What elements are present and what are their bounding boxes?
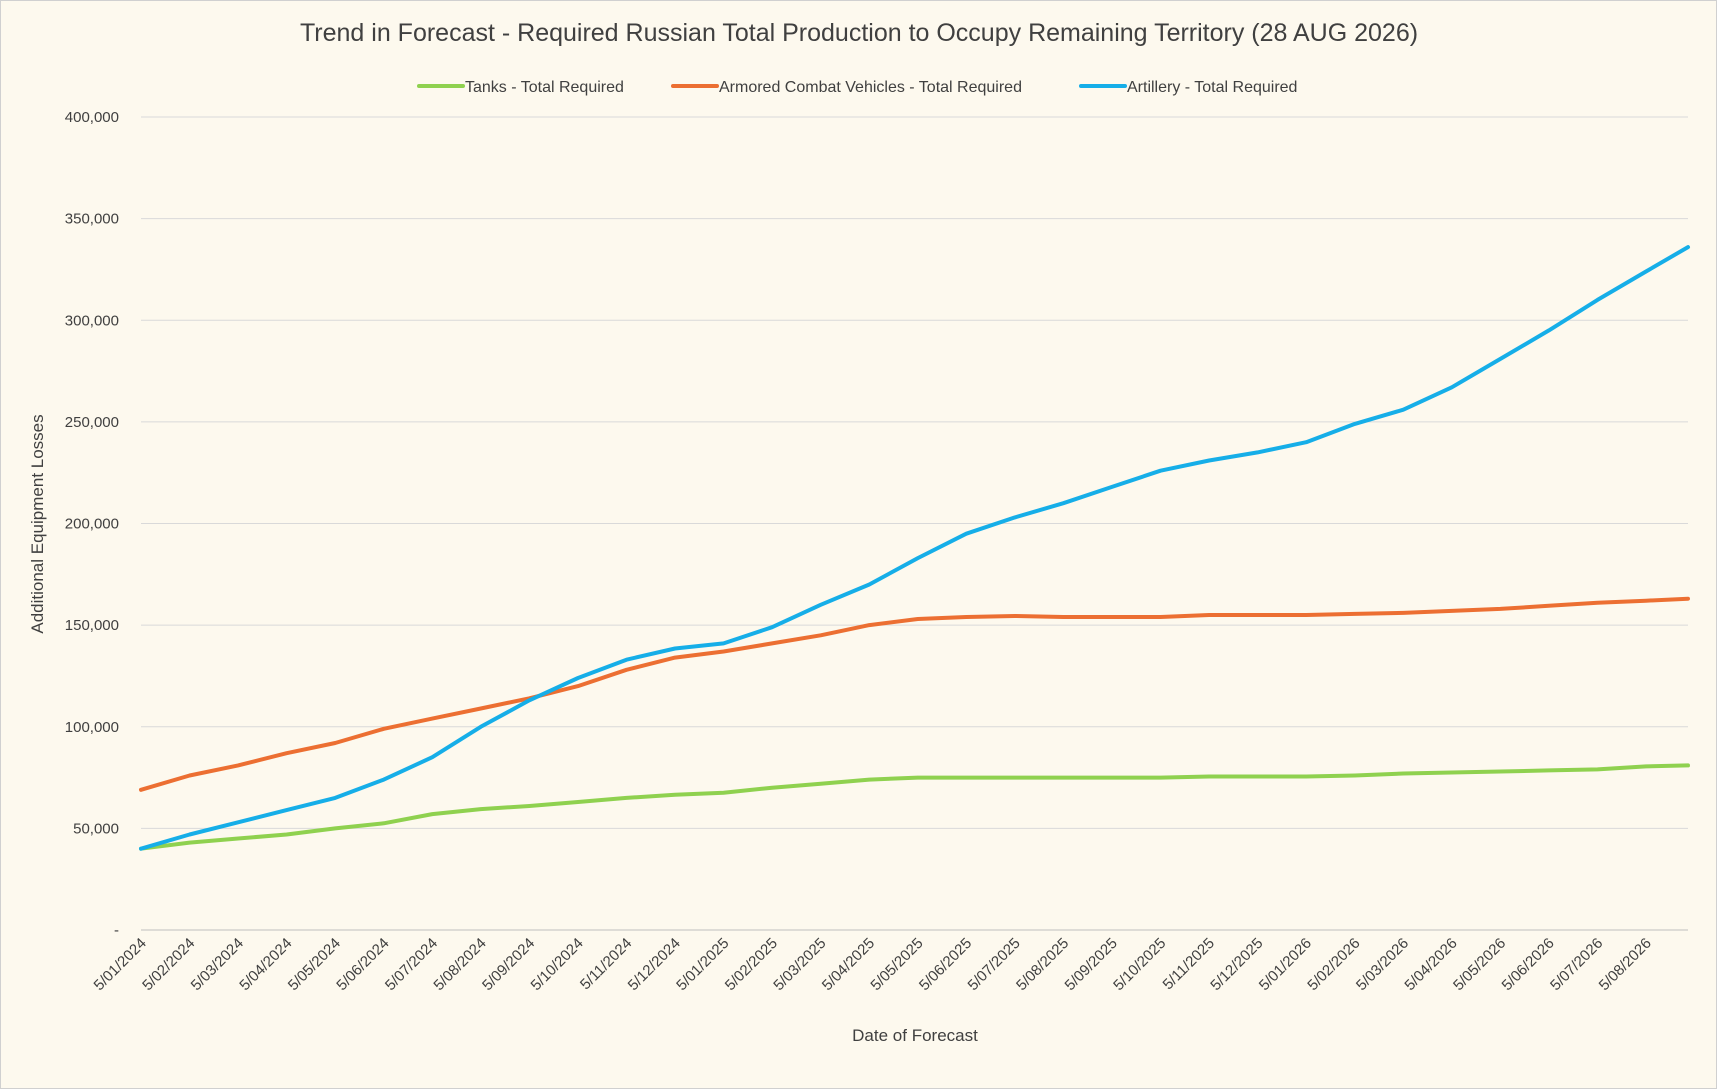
series-lines bbox=[141, 247, 1688, 849]
series-line-3 bbox=[141, 247, 1688, 849]
y-tick-label: 50,000 bbox=[73, 820, 119, 837]
series-line-1 bbox=[141, 765, 1688, 848]
legend: Tanks - Total Required Armored Combat Veh… bbox=[419, 79, 1297, 96]
y-tick-label: - bbox=[114, 922, 119, 939]
x-axis-label: Date of Forecast bbox=[852, 1026, 978, 1045]
y-tick-label: 250,000 bbox=[65, 414, 119, 431]
y-tick-label: 150,000 bbox=[65, 617, 119, 634]
y-tick-label: 350,000 bbox=[65, 211, 119, 228]
legend-label: Armored Combat Vehicles - Total Required bbox=[719, 79, 1022, 96]
chart-title: Trend in Forecast - Required Russian Tot… bbox=[300, 19, 1418, 47]
legend-label: Tanks - Total Required bbox=[465, 79, 624, 96]
gridlines bbox=[141, 117, 1688, 930]
y-tick-label: 400,000 bbox=[65, 109, 119, 126]
x-tick-label: 5/10/2025 bbox=[1110, 935, 1169, 994]
x-axis-ticks: 5/01/20245/02/20245/03/20245/04/20245/05… bbox=[91, 935, 1655, 994]
series-line-2 bbox=[141, 599, 1688, 790]
y-tick-label: 300,000 bbox=[65, 312, 119, 329]
y-tick-label: 100,000 bbox=[65, 719, 119, 736]
x-tick-label: 5/08/2026 bbox=[1596, 935, 1655, 994]
y-axis-label: Additional Equipment Losses bbox=[28, 414, 47, 633]
legend-label: Artillery - Total Required bbox=[1127, 79, 1297, 96]
y-axis-ticks: - 50,000 100,000 150,000 200,000 250,000 300,0… bbox=[65, 109, 119, 939]
x-tick-label: 5/10/2024 bbox=[528, 935, 587, 994]
y-tick-label: 200,000 bbox=[65, 516, 119, 533]
